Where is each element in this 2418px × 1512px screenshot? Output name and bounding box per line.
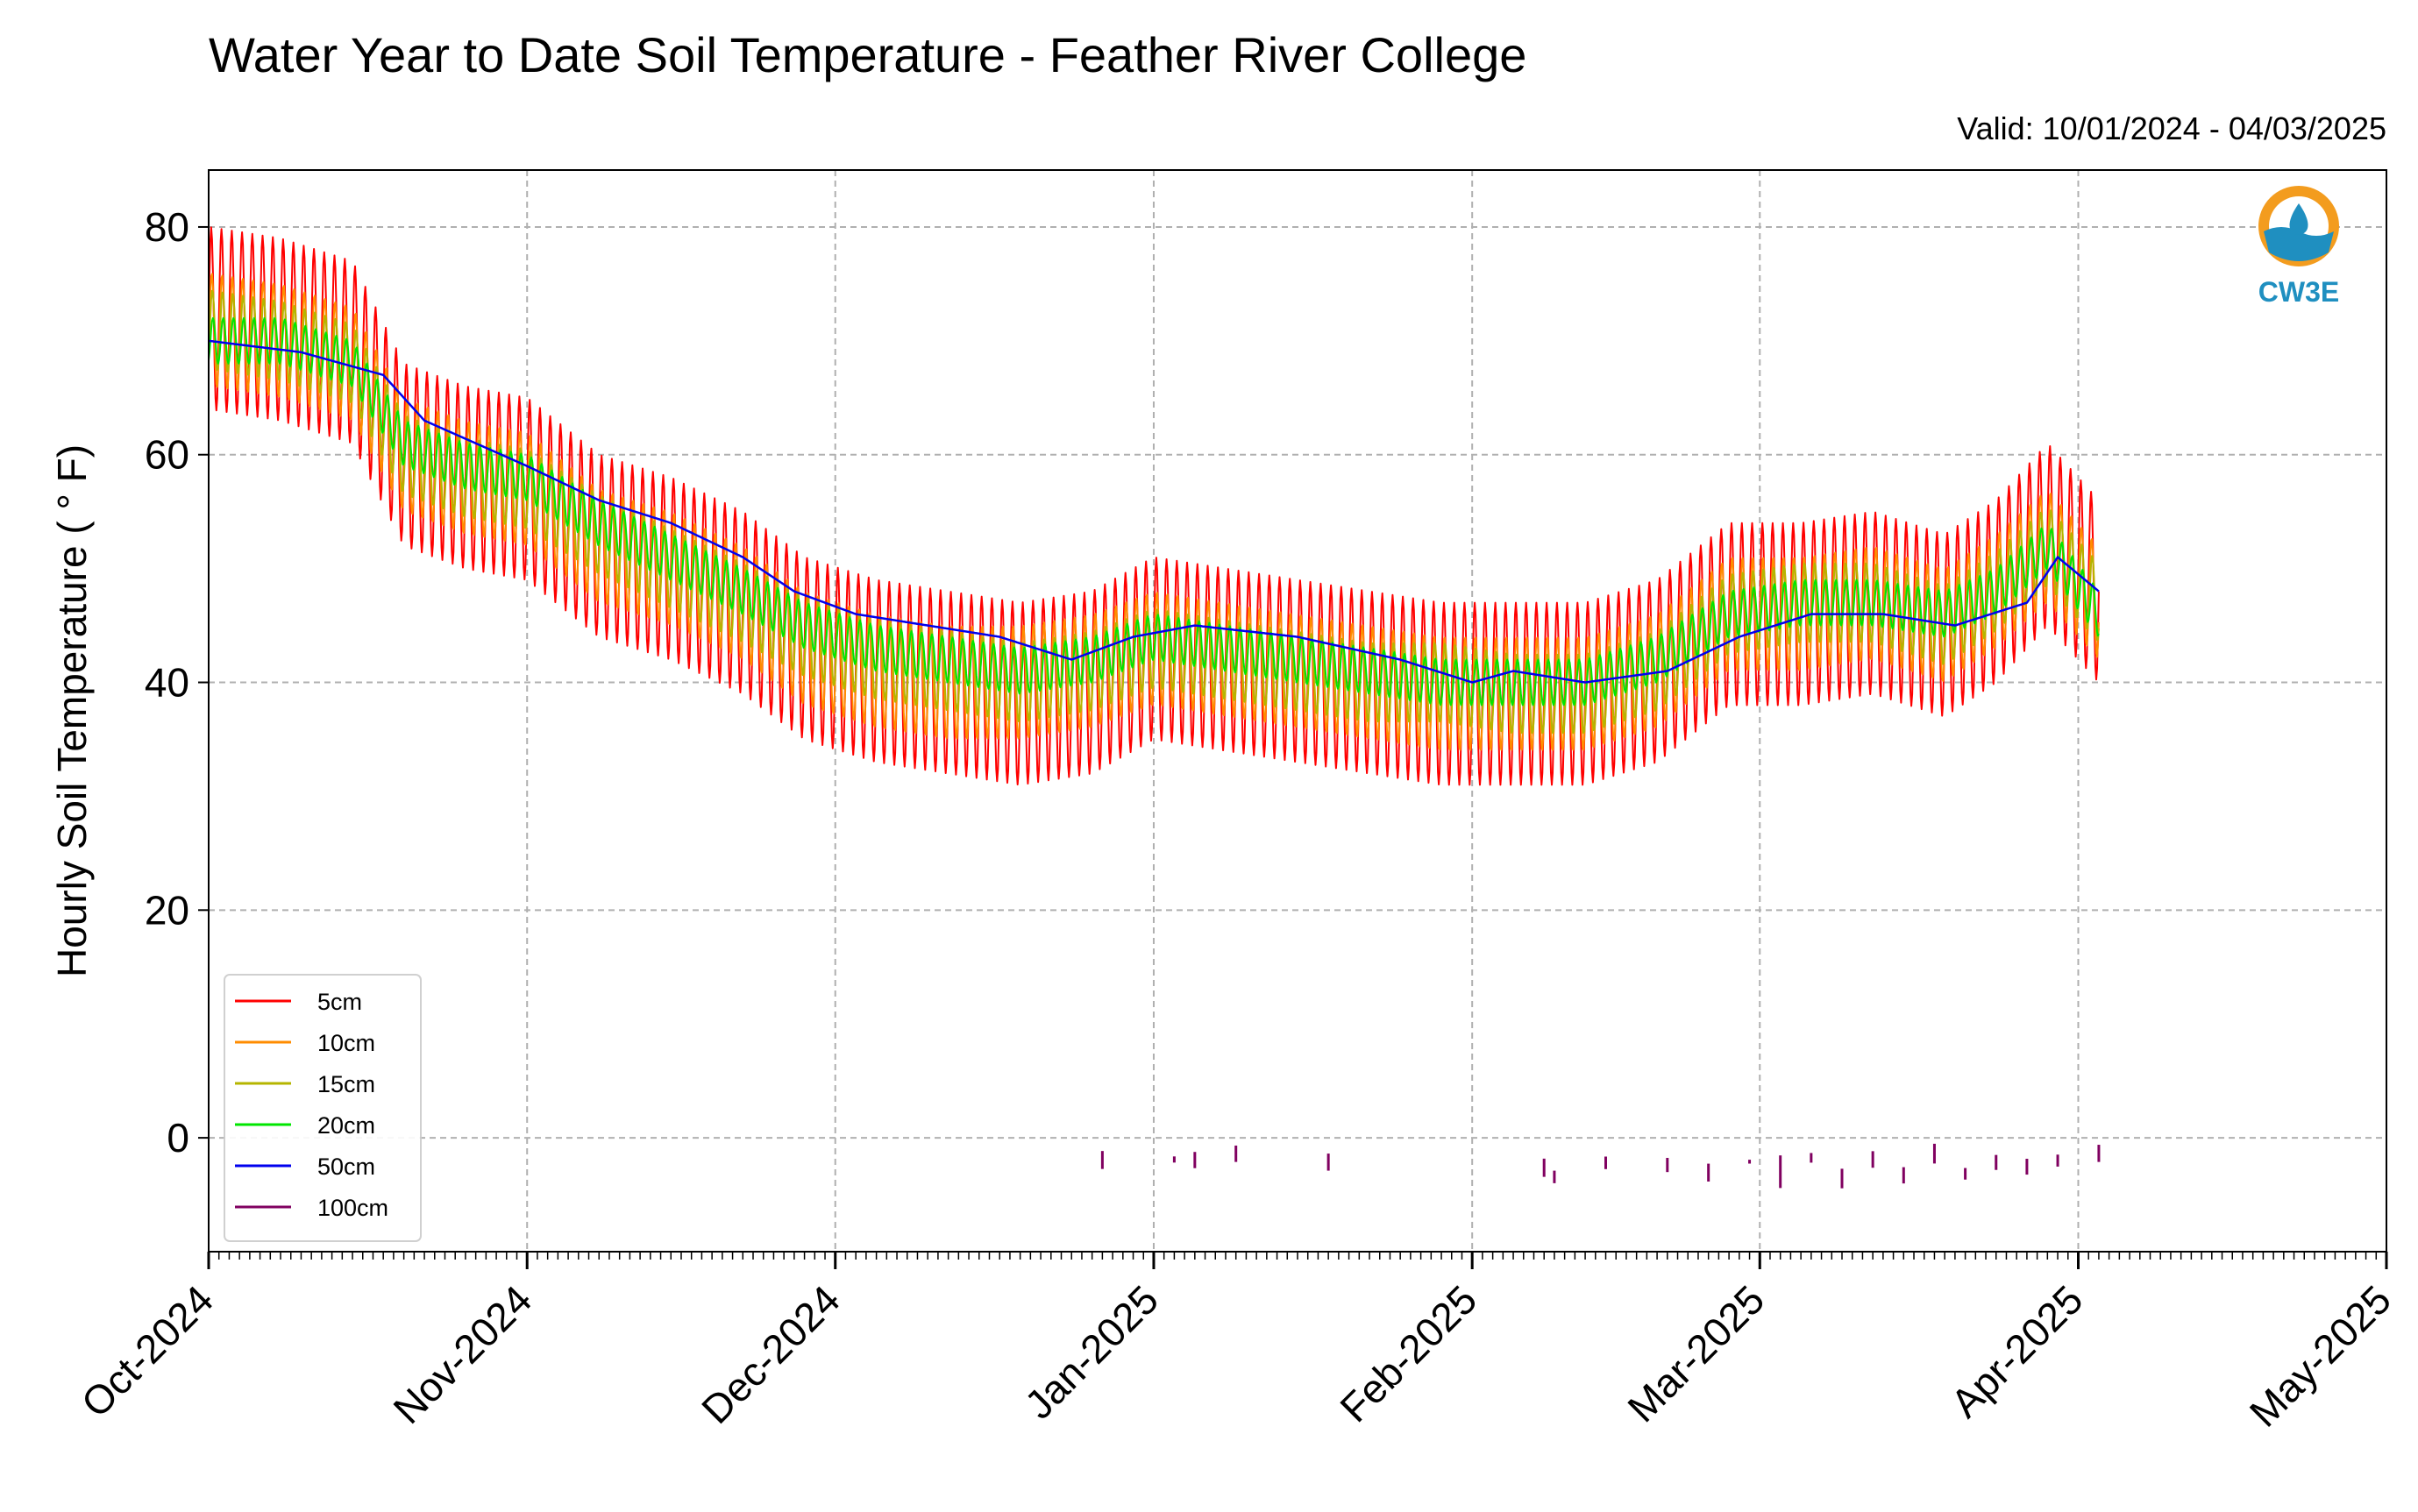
y-tick-label: 20 (145, 887, 189, 933)
y-tick-label: 80 (145, 204, 189, 250)
y-tick-label: 0 (167, 1115, 189, 1161)
axis-ticks (198, 225, 2388, 1269)
x-tick-label: May-2025 (2241, 1276, 2400, 1435)
x-tick-label: Jan-2025 (1016, 1276, 1167, 1427)
page-title: Water Year to Date Soil Temperature - Fe… (209, 27, 1527, 82)
series-line-15cm (208, 289, 2100, 735)
legend-label: 50cm (317, 1154, 375, 1180)
y-axis-label: Hourly Soil Temperature ( ° F) (49, 444, 95, 977)
series-line-20cm (208, 316, 2100, 706)
x-tick-label: Dec-2024 (693, 1276, 849, 1432)
x-tick-label: Mar-2025 (1618, 1276, 1773, 1430)
x-tick-label: Apr-2025 (1942, 1276, 2092, 1426)
legend-label: 100cm (317, 1195, 388, 1221)
legend-label: 5cm (317, 989, 362, 1015)
y-tick-label: 60 (145, 432, 189, 478)
y-tick-label: 40 (145, 660, 189, 706)
x-tick-label: Oct-2024 (73, 1276, 223, 1426)
logo-water-icon (2264, 227, 2334, 261)
x-tick-label: Nov-2024 (384, 1276, 540, 1432)
x-tick-label: Feb-2025 (1331, 1276, 1485, 1430)
cw3e-logo: CW3E (2258, 186, 2339, 308)
plot-area (208, 226, 2101, 1189)
logo-drop-icon (2289, 203, 2308, 235)
logo-text: CW3E (2258, 276, 2339, 308)
legend-label: 10cm (317, 1030, 375, 1056)
legend-label: 20cm (317, 1112, 375, 1139)
legend-label: 15cm (317, 1071, 375, 1097)
valid-range-label: Valid: 10/01/2024 - 04/03/2025 (1957, 110, 2386, 146)
series-line-50cm (208, 339, 2100, 684)
legend: 5cm 10cm 15cm 20cm 50cm 100cm (224, 974, 422, 1242)
